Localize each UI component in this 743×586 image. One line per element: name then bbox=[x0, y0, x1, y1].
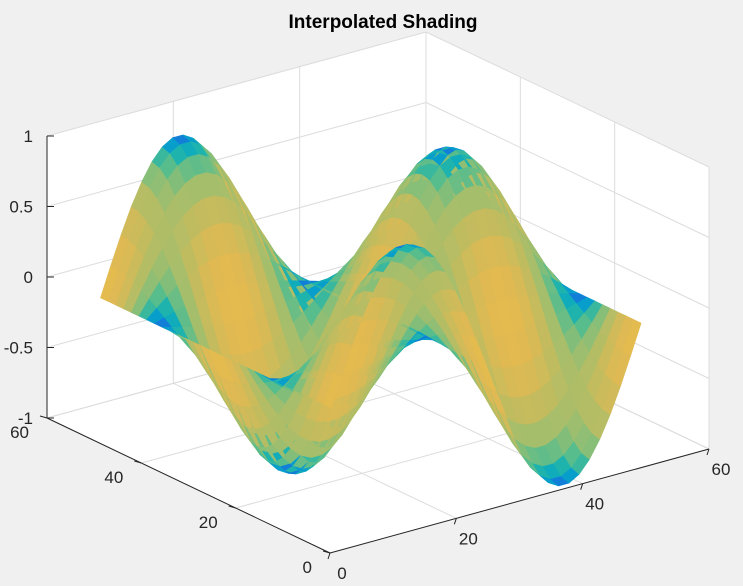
z-tick-label: -1 bbox=[18, 409, 33, 428]
surface-plot bbox=[100, 134, 642, 487]
z-tick-label: 0.5 bbox=[9, 198, 33, 217]
grid-line-z-back bbox=[46, 102, 427, 207]
y-tick-label: 40 bbox=[104, 468, 123, 487]
x-tick-label: 0 bbox=[337, 564, 346, 583]
z-tick-label: 1 bbox=[24, 127, 33, 146]
x-tick-label: 20 bbox=[459, 529, 478, 548]
x-tick-mark bbox=[706, 448, 710, 456]
x-tick-label: 40 bbox=[585, 495, 604, 514]
chart-title: Interpolated Shading bbox=[289, 12, 478, 33]
surface-patch bbox=[622, 318, 642, 356]
y-tick-mark bbox=[134, 460, 142, 464]
z-tick-label: 0 bbox=[24, 268, 33, 287]
axis-lines bbox=[39, 135, 710, 560]
grid-line-z-back bbox=[46, 31, 427, 137]
x-tick-label: 60 bbox=[712, 460, 731, 479]
x-tick-mark bbox=[453, 518, 457, 525]
y-tick-label: 0 bbox=[303, 558, 312, 577]
y-tick-label: 60 bbox=[10, 423, 29, 442]
x-tick-mark bbox=[327, 552, 331, 560]
grid-line-z-side bbox=[425, 31, 710, 168]
y-tick-mark bbox=[322, 550, 331, 554]
y-tick-label: 20 bbox=[199, 513, 218, 532]
z-tick-label: -0.5 bbox=[4, 339, 33, 358]
y-tick-mark bbox=[39, 415, 48, 419]
grid-line-z-side bbox=[425, 102, 710, 238]
x-tick-mark bbox=[580, 483, 584, 490]
x-axis-line bbox=[329, 448, 710, 554]
y-axis-line bbox=[46, 417, 331, 554]
y-tick-mark bbox=[228, 505, 236, 509]
